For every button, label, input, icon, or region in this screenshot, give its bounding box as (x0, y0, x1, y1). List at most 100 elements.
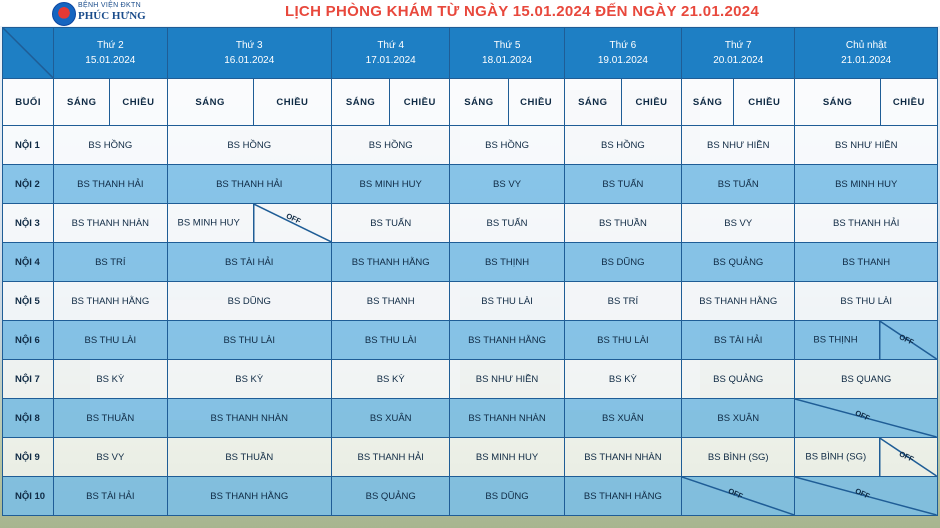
day-header: Chủ nhật 21.01.2024 (794, 27, 938, 79)
morning-label: SÁNG (166, 78, 254, 126)
doctor-cell: BS HỒNG (563, 125, 683, 165)
doctor-cell: BS HỒNG (166, 125, 333, 165)
doctor-cell: BS DŨNG (449, 476, 565, 516)
doctor-cell: BS TÀI HẢI (681, 320, 796, 360)
doctor-cell: BS THU LÀI (53, 320, 168, 360)
row-label: NỘI 8 (1, 398, 55, 438)
row-label: NỘI 10 (1, 476, 55, 516)
table-row: NỘI 6 BS THU LÀI BS THU LÀI BS THU LÀI B… (1, 320, 938, 360)
day-header: Thứ 6 19.01.2024 (563, 27, 683, 79)
doctor-cell-split: BS THỊNH OFF (794, 320, 938, 360)
day-header: Thứ 2 15.01.2024 (53, 27, 168, 79)
table-row: NỘI 5 BS THANH HẰNG BS DŨNG BS THANH BS … (1, 281, 938, 321)
morning-label: SÁNG (449, 78, 509, 126)
morning-label: SÁNG (53, 78, 111, 126)
off-cell: OFF (794, 476, 938, 516)
doctor-name: BS THỊNH (813, 334, 858, 346)
doctor-cell: BS THUẦN (563, 203, 683, 243)
afternoon-label: CHIỀU (252, 78, 333, 126)
doctor-cell: BS VY (449, 164, 565, 204)
doctor-cell: BS HỒNG (331, 125, 451, 165)
doctor-cell: BS THANH NHÀN (449, 398, 565, 438)
doctor-cell: BS DŨNG (166, 281, 333, 321)
doctor-cell: BS THANH (331, 281, 451, 321)
off-cell: OFF (794, 398, 938, 438)
table-row: NỘI 4 BS TRÍ BS TÀI HẢI BS THANH HẰNG BS… (1, 242, 938, 282)
doctor-cell: BS NHƯ HIỀN (794, 125, 938, 165)
table-row: NỘI 3 BS THANH NHÀN BS MINH HUY OFF BS T… (1, 203, 938, 243)
off-divider (682, 477, 794, 515)
doctor-cell-split: BS BÌNH (SG) OFF (794, 437, 938, 477)
doctor-cell: BS TÀI HẢI (53, 476, 168, 516)
doctor-cell: BS THANH HẢI (794, 203, 938, 243)
doctor-cell: BS DŨNG (563, 242, 683, 282)
doctor-cell: BS TUẤN (681, 164, 796, 204)
doctor-cell: BS THANH (794, 242, 938, 282)
off-divider (879, 321, 937, 359)
doctor-cell: BS TRÍ (53, 242, 168, 282)
row-label: NỘI 5 (1, 281, 55, 321)
doctor-cell: BS NHƯ HIỀN (681, 125, 796, 165)
afternoon-label: CHIỀU (620, 78, 683, 126)
row-label: NỘI 4 (1, 242, 55, 282)
session-label: BUỔI (1, 78, 55, 126)
doctor-cell: BS THANH HẰNG (331, 242, 451, 282)
doctor-cell: BS THANH HẢI (166, 164, 333, 204)
row-label: NỘI 9 (1, 437, 55, 477)
off-cell: OFF (681, 476, 796, 516)
doctor-cell: BS XUÂN (563, 398, 683, 438)
page-title: LỊCH PHÒNG KHÁM TỪ NGÀY 15.01.2024 ĐẾN N… (285, 3, 760, 20)
off-divider (795, 477, 937, 515)
doctor-cell: BS TRÍ (563, 281, 683, 321)
doctor-cell: BS THU LÀI (563, 320, 683, 360)
doctor-cell: BS KỲ (53, 359, 168, 399)
doctor-cell: BS THANH NHÀN (563, 437, 683, 477)
doctor-cell: BS KỲ (166, 359, 333, 399)
row-label: NỘI 1 (1, 125, 55, 165)
doctor-cell: BS XUÂN (681, 398, 796, 438)
doctor-cell: BS THU LÀI (449, 281, 565, 321)
row-label: NỘI 7 (1, 359, 55, 399)
doctor-cell: BS QUẢNG (681, 242, 796, 282)
table-row: NỘI 10 BS TÀI HẢI BS THANH HẰNG BS QUẢNG… (1, 476, 938, 516)
doctor-cell: BS THU LÀI (331, 320, 451, 360)
schedule-table: Thứ 2 15.01.2024 Thứ 3 16.01.2024 Thứ 4 17.… (1, 27, 939, 516)
doctor-cell: BS BÌNH (SG) (681, 437, 796, 477)
doctor-cell: BS VY (53, 437, 168, 477)
afternoon-label: CHIỀU (389, 78, 451, 126)
doctor-cell: BS MINH HUY (449, 437, 565, 477)
afternoon-label: CHIỀU (109, 78, 168, 126)
doctor-cell: BS QUẢNG (681, 359, 796, 399)
doctor-cell: BS KỲ (563, 359, 683, 399)
table-row: NỘI 7 BS KỲ BS KỲ BS KỲ BS NHƯ HIỀN BS K… (1, 359, 938, 399)
morning-label: SÁNG (331, 78, 391, 126)
off-divider (795, 399, 937, 437)
corner-cell (1, 27, 55, 79)
doctor-cell: BS MINH HUY (331, 164, 451, 204)
doctor-name: BS BÌNH (SG) (805, 451, 867, 463)
doctor-cell: BS THANH HẢI (331, 437, 451, 477)
doctor-cell: BS THUẦN (53, 398, 168, 438)
doctor-cell: BS TUẤN (331, 203, 451, 243)
morning-label: SÁNG (794, 78, 881, 126)
hospital-logo-icon (52, 2, 76, 26)
off-divider (879, 438, 937, 476)
morning-label: SÁNG (563, 78, 622, 126)
table-row: NỘI 2 BS THANH HẢI BS THANH HẢI BS MINH … (1, 164, 938, 204)
doctor-cell: BS TÀI HẢI (166, 242, 333, 282)
day-header: Thứ 4 17.01.2024 (331, 27, 451, 79)
logo-line2: PHÚC HƯNG (78, 10, 146, 22)
doctor-cell: BS THANH NHÀN (166, 398, 333, 438)
doctor-cell: BS VY (681, 203, 796, 243)
doctor-cell-split: BS MINH HUY OFF (166, 203, 333, 243)
doctor-cell: BS QUANG (794, 359, 938, 399)
doctor-cell: BS HỒNG (449, 125, 565, 165)
doctor-cell: BS THU LÀI (166, 320, 333, 360)
doctor-cell: BS THANH HẰNG (563, 476, 683, 516)
doctor-cell: BS MINH HUY (794, 164, 938, 204)
row-label: NỘI 6 (1, 320, 55, 360)
doctor-cell: BS THỊNH (449, 242, 565, 282)
row-label: NỘI 2 (1, 164, 55, 204)
doctor-cell: BS THANH HẢI (53, 164, 168, 204)
doctor-cell: BS TUẤN (449, 203, 565, 243)
